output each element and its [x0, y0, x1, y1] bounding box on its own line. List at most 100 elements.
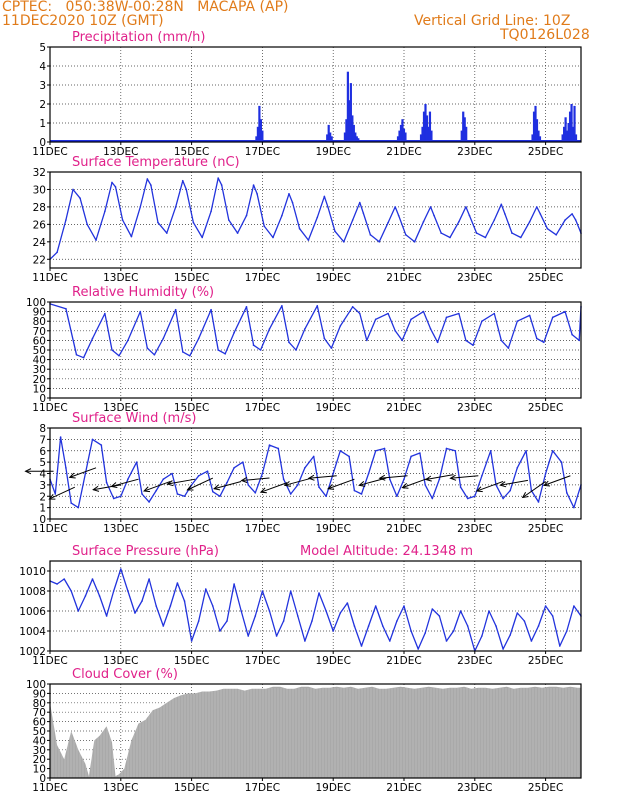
- wind-vector-head: [283, 480, 291, 487]
- temp-point: [484, 236, 487, 239]
- wind-y-tick-label: 5: [39, 457, 46, 469]
- pres-point: [91, 578, 94, 580]
- precip-bar: [465, 126, 468, 142]
- rh-point: [481, 320, 483, 323]
- rh-point: [578, 339, 581, 342]
- wind-point: [353, 489, 356, 492]
- rh-point: [366, 339, 368, 342]
- pres-x-tick-label: 13DEC: [103, 655, 138, 667]
- wind-y-tick-label: 1: [39, 503, 46, 515]
- temp-point: [528, 220, 531, 223]
- wind-point: [155, 489, 157, 492]
- temp-point: [362, 212, 365, 214]
- temp-point: [351, 219, 354, 221]
- precip-bar: [537, 130, 540, 142]
- precip-bar: [355, 136, 358, 142]
- temp-point: [72, 188, 74, 191]
- precip-bar: [567, 123, 570, 142]
- pres-point: [162, 625, 165, 627]
- precip-bar: [256, 126, 260, 142]
- rh-point: [445, 316, 448, 319]
- precip-bar: [561, 134, 564, 142]
- wind-vector-arrow: [69, 467, 97, 478]
- wind-vector-arrow: [450, 475, 479, 479]
- cloud-y-tick-label: 20: [33, 754, 46, 766]
- precip-y-tick-label: 3: [39, 80, 46, 92]
- temp-point: [166, 232, 168, 234]
- wind-vector-arrow: [284, 477, 313, 486]
- temp-point: [343, 241, 345, 243]
- temp-point: [252, 184, 255, 186]
- pres-point: [247, 635, 250, 637]
- pres-point: [127, 590, 129, 592]
- precip-bar: [258, 105, 261, 142]
- wind-point: [242, 461, 244, 463]
- wind-point: [77, 506, 80, 509]
- rh-point: [465, 339, 467, 342]
- temp-point: [468, 214, 471, 217]
- temp-point: [150, 184, 152, 186]
- rh-point: [153, 354, 156, 356]
- wind-vector-arrow: [522, 481, 546, 498]
- pres-x-tick-label: 19DEC: [315, 655, 350, 667]
- pres-point: [403, 605, 405, 607]
- wind-point: [537, 501, 540, 503]
- precip-bar: [563, 126, 566, 142]
- rh-point: [516, 320, 519, 323]
- temp-point: [56, 251, 58, 254]
- rh-point: [551, 316, 554, 319]
- wind-point: [318, 486, 320, 488]
- temp-point: [571, 213, 573, 215]
- precip-bar: [351, 115, 354, 142]
- temp-point: [564, 219, 566, 221]
- rh-series-line: [49, 303, 582, 359]
- rh-x-tick-label: 13DEC: [103, 402, 138, 414]
- wind-vector-head: [92, 485, 100, 492]
- rh-point: [210, 308, 212, 311]
- rh-point: [139, 310, 142, 313]
- rh-point: [146, 347, 149, 349]
- wind-point: [141, 493, 143, 495]
- wind-point: [374, 449, 377, 452]
- temp-point: [574, 219, 577, 221]
- pres-point: [63, 578, 65, 580]
- wind-vector-arrow: [241, 477, 270, 481]
- temp-point: [394, 206, 396, 208]
- pres-point: [495, 625, 497, 627]
- wind-vector-head: [401, 482, 409, 489]
- pres-point: [396, 620, 398, 622]
- rh-point: [281, 305, 283, 307]
- precip-bar: [425, 115, 429, 142]
- cloud-y-tick-label: 40: [33, 735, 46, 747]
- pres-x-tick-label: 25DEC: [528, 655, 563, 667]
- wind-y-tick-label: 2: [39, 491, 46, 503]
- pres-point: [459, 610, 462, 612]
- precip-bar: [399, 124, 403, 142]
- wind-vector-head: [475, 486, 483, 493]
- wind-x-tick-label: 25DEC: [528, 523, 563, 535]
- pres-point: [374, 605, 377, 607]
- wind-point: [560, 461, 563, 463]
- pres-point: [282, 620, 285, 622]
- rh-panel: [47, 301, 582, 401]
- precip-bar: [404, 132, 407, 142]
- wind-point: [419, 452, 421, 454]
- temp-point: [440, 232, 442, 234]
- rh-point: [181, 351, 184, 353]
- temp-point: [281, 214, 283, 217]
- precip-bar: [352, 124, 355, 142]
- pres-point: [431, 608, 434, 610]
- pres-point: [77, 610, 80, 612]
- wind-y-tick-label: 0: [39, 514, 46, 526]
- precip-trace-bar: [50, 140, 581, 142]
- rh-y-tick-label: 100: [26, 297, 46, 309]
- pres-point: [289, 590, 292, 592]
- cloud-x-tick-label: 15DEC: [174, 782, 209, 794]
- precip-x-tick-label: 11DEC: [32, 146, 67, 158]
- wind-point: [525, 449, 527, 452]
- pres-point: [98, 595, 101, 597]
- wind-point: [348, 455, 350, 458]
- rh-point: [75, 354, 78, 356]
- wind-vector-arrow: [111, 478, 139, 487]
- pres-point: [530, 640, 533, 642]
